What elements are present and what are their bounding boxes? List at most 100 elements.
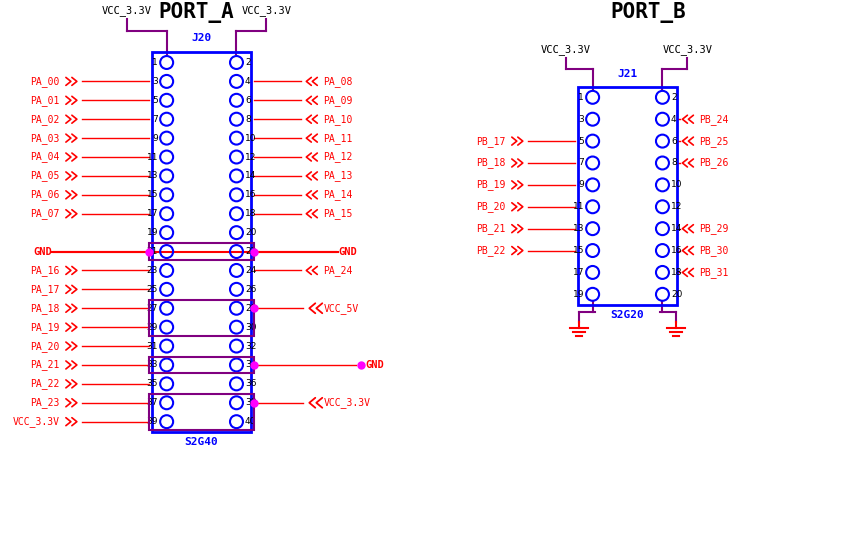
Text: PB_19: PB_19 [476,179,506,190]
Text: 27: 27 [147,304,158,313]
Text: PA_11: PA_11 [323,133,353,144]
Bar [149,356,255,374]
Text: 9: 9 [153,134,158,143]
Text: 5: 5 [153,96,158,105]
Text: PA_12: PA_12 [323,152,353,163]
Text: 6: 6 [671,137,676,145]
Text: VCC_3.3V: VCC_3.3V [13,416,60,427]
Text: 3: 3 [579,115,584,124]
Text: 35: 35 [147,380,158,388]
Text: 15: 15 [573,246,584,255]
Text: 28: 28 [245,304,256,313]
Text: VCC_3.3V: VCC_3.3V [662,44,712,54]
Text: PB_20: PB_20 [476,201,506,212]
Text: 37: 37 [147,398,158,407]
Text: S2G20: S2G20 [611,310,644,320]
Text: PA_20: PA_20 [31,341,60,351]
Bar [149,243,255,260]
Text: PA_10: PA_10 [323,114,353,125]
Text: VCC_3.3V: VCC_3.3V [101,5,152,16]
Bar [578,87,677,305]
Text: 13: 13 [147,171,158,180]
Text: 25: 25 [147,285,158,294]
Bar [149,394,255,430]
Text: 10: 10 [245,134,256,143]
Text: 20: 20 [671,290,682,299]
Text: 36: 36 [245,380,256,388]
Text: 7: 7 [579,159,584,168]
Text: 2: 2 [245,58,250,67]
Text: PA_00: PA_00 [31,76,60,87]
Text: VCC_3.3V: VCC_3.3V [241,5,291,16]
Text: 6: 6 [245,96,250,105]
Text: 18: 18 [245,209,256,218]
Text: 17: 17 [147,209,158,218]
Text: PB_30: PB_30 [699,245,728,256]
Text: 10: 10 [671,180,682,189]
Bar [149,300,255,336]
Text: PA_15: PA_15 [323,208,353,219]
Text: 16: 16 [245,190,256,199]
Text: PA_01: PA_01 [31,95,60,106]
Text: 24: 24 [245,266,256,275]
Text: J21: J21 [618,69,637,79]
Text: 30: 30 [245,322,256,332]
Text: S2G40: S2G40 [185,437,218,447]
Text: PA_21: PA_21 [31,360,60,370]
Text: 14: 14 [245,171,256,180]
Text: VCC_5V: VCC_5V [323,303,359,314]
Text: 13: 13 [573,224,584,233]
Text: 9: 9 [579,180,584,189]
Bar [152,52,251,432]
Text: PB_26: PB_26 [699,158,728,168]
Text: 3: 3 [153,77,158,86]
Text: 14: 14 [671,224,682,233]
Text: PB_22: PB_22 [476,245,506,256]
Text: VCC_3.3V: VCC_3.3V [541,44,590,54]
Text: PA_16: PA_16 [31,265,60,276]
Text: GND: GND [33,246,52,256]
Text: PA_17: PA_17 [31,284,60,295]
Text: PA_03: PA_03 [31,133,60,144]
Text: 23: 23 [147,266,158,275]
Text: PA_22: PA_22 [31,379,60,389]
Text: PA_19: PA_19 [31,322,60,332]
Text: 38: 38 [245,398,256,407]
Text: 31: 31 [147,341,158,351]
Text: 19: 19 [147,228,158,237]
Text: 12: 12 [671,202,682,211]
Text: VCC_3.3V: VCC_3.3V [323,397,371,408]
Text: 22: 22 [245,247,256,256]
Text: PB_29: PB_29 [699,223,728,234]
Text: 18: 18 [671,268,682,277]
Text: PORT_B: PORT_B [611,2,687,23]
Text: PA_04: PA_04 [31,152,60,163]
Text: 34: 34 [245,360,256,370]
Text: PA_09: PA_09 [323,95,353,106]
Text: 4: 4 [245,77,250,86]
Text: 26: 26 [245,285,256,294]
Text: 29: 29 [147,322,158,332]
Text: PA_06: PA_06 [31,189,60,200]
Text: 11: 11 [573,202,584,211]
Text: 19: 19 [573,290,584,299]
Text: 16: 16 [671,246,682,255]
Text: PA_14: PA_14 [323,189,353,200]
Text: 5: 5 [579,137,584,145]
Text: PB_18: PB_18 [476,158,506,168]
Text: PA_07: PA_07 [31,208,60,219]
Text: PA_24: PA_24 [323,265,353,276]
Text: 1: 1 [153,58,158,67]
Text: PB_17: PB_17 [476,135,506,147]
Text: 1: 1 [579,93,584,102]
Text: PA_02: PA_02 [31,114,60,125]
Text: 2: 2 [671,93,676,102]
Text: 11: 11 [147,153,158,162]
Text: 33: 33 [147,360,158,370]
Text: 4: 4 [671,115,676,124]
Text: 8: 8 [671,159,676,168]
Text: 7: 7 [153,115,158,124]
Text: PB_31: PB_31 [699,267,728,278]
Text: PB_25: PB_25 [699,135,728,147]
Text: 20: 20 [245,228,256,237]
